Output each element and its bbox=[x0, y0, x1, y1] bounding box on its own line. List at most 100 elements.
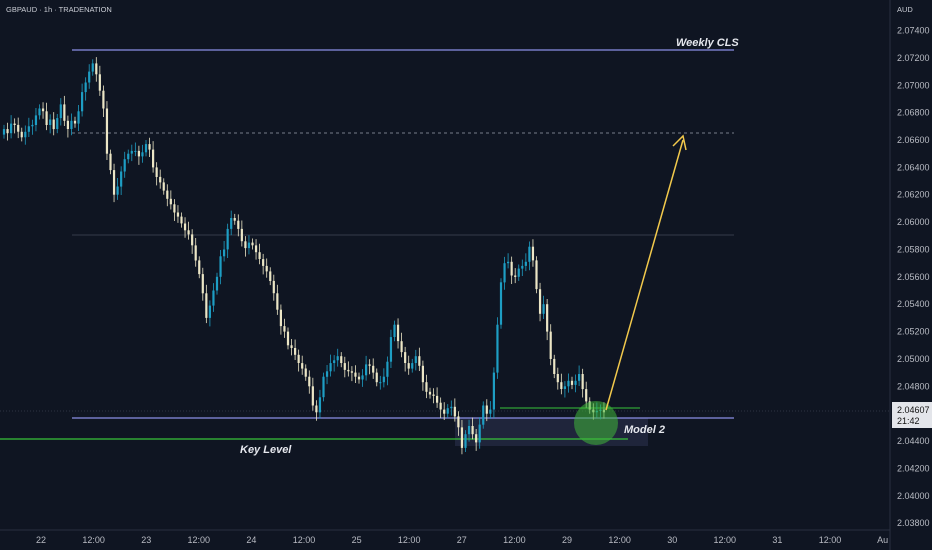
arrow-head-icon bbox=[672, 134, 687, 151]
candle-bull bbox=[393, 324, 396, 337]
candle-bear bbox=[105, 108, 109, 154]
candle-bull bbox=[496, 324, 499, 373]
time-tick-label: 12:00 bbox=[398, 535, 421, 545]
candle-bull bbox=[215, 276, 219, 291]
candle-bear bbox=[63, 104, 66, 121]
candle-bear bbox=[155, 167, 158, 177]
candle-bear bbox=[237, 220, 240, 229]
candle-bear bbox=[404, 352, 407, 363]
candle-bull bbox=[578, 374, 581, 381]
candle-bull bbox=[2, 129, 6, 135]
candle-bull bbox=[223, 249, 226, 257]
candle-bull bbox=[226, 228, 229, 250]
time-tick-label: 25 bbox=[352, 535, 362, 545]
candle-bull bbox=[524, 261, 527, 266]
candle-bear bbox=[436, 395, 439, 403]
candle-bull bbox=[386, 361, 389, 377]
time-tick-label: 12:00 bbox=[714, 535, 737, 545]
candle-bear bbox=[258, 252, 261, 259]
price-tick-label: 2.05400 bbox=[897, 299, 930, 309]
candle-bear bbox=[286, 331, 290, 346]
candle-bull bbox=[127, 153, 130, 160]
key-level-label: Key Level bbox=[240, 444, 292, 456]
candle-bull bbox=[365, 364, 368, 376]
candle-bull bbox=[411, 363, 414, 369]
candle-bull bbox=[521, 265, 524, 269]
candle-bull bbox=[528, 246, 531, 262]
candle-bull bbox=[336, 356, 339, 361]
candle-bull bbox=[134, 150, 137, 152]
price-tick-label: 2.06400 bbox=[897, 162, 930, 172]
candle-bear bbox=[453, 406, 456, 417]
candle-bull bbox=[27, 126, 30, 132]
candle-bear bbox=[112, 170, 116, 195]
candle-bear bbox=[148, 144, 151, 150]
candle-bear bbox=[283, 326, 286, 332]
candle-bear bbox=[475, 434, 478, 443]
price-tick-label: 2.05800 bbox=[897, 245, 930, 255]
candle-bear bbox=[20, 131, 23, 138]
candle-bear bbox=[240, 228, 243, 242]
time-tick-label: 31 bbox=[772, 535, 782, 545]
candle-bear bbox=[357, 376, 361, 380]
candle-bear bbox=[191, 234, 194, 246]
candle-bear bbox=[152, 149, 155, 168]
projection-arrow[interactable] bbox=[605, 139, 684, 411]
time-axis[interactable]: 22 12:00 23 12:00 24 12:00 25 12:00 27 12:00 29 12:… bbox=[36, 535, 888, 545]
currency-label: AUD bbox=[897, 5, 913, 14]
candle-bear bbox=[340, 356, 343, 363]
candle-bull bbox=[56, 118, 59, 129]
model-label: Model 2 bbox=[624, 424, 665, 436]
countdown-value: 21:42 bbox=[897, 416, 920, 426]
candle-bull bbox=[88, 71, 91, 83]
candle-bear bbox=[109, 153, 112, 171]
time-tick-label: 29 bbox=[562, 535, 572, 545]
candle-bear bbox=[180, 216, 183, 224]
candle-bear bbox=[485, 405, 488, 414]
candle-bull bbox=[503, 263, 506, 283]
candle-bull bbox=[230, 218, 233, 229]
candle-bull bbox=[450, 406, 453, 409]
candle-bear bbox=[418, 356, 421, 366]
candles-group bbox=[2, 57, 606, 455]
candle-bull bbox=[414, 356, 417, 363]
candle-bear bbox=[368, 364, 371, 366]
candle-bull bbox=[10, 123, 13, 134]
candle-bear bbox=[535, 260, 538, 290]
candle-bull bbox=[492, 372, 495, 410]
candle-bear bbox=[546, 304, 549, 332]
candle-bull bbox=[489, 409, 492, 414]
candle-bear bbox=[173, 204, 176, 213]
candle-bull bbox=[329, 363, 332, 372]
price-tick-label: 2.04400 bbox=[897, 436, 930, 446]
candle-bear bbox=[347, 369, 350, 372]
candle-bull bbox=[542, 304, 545, 314]
price-tick-label: 2.06800 bbox=[897, 108, 930, 118]
candle-bear bbox=[425, 382, 428, 392]
candle-bear bbox=[471, 426, 474, 435]
candle-bull bbox=[507, 261, 510, 264]
entry-highlight-circle[interactable] bbox=[574, 401, 618, 445]
candle-bull bbox=[247, 242, 251, 249]
candle-bull bbox=[219, 256, 222, 277]
candle-bear bbox=[407, 363, 410, 369]
candle-bull bbox=[322, 376, 325, 398]
candle-bear bbox=[581, 374, 584, 390]
candle-bull bbox=[333, 360, 336, 363]
candle-bear bbox=[279, 309, 282, 327]
candle-bear bbox=[396, 324, 400, 342]
price-axis[interactable]: 2.07400 2.07200 2.07000 2.06800 2.06600 2.064… bbox=[897, 26, 930, 529]
current-price-tag bbox=[892, 402, 932, 428]
candle-bear bbox=[98, 74, 101, 91]
candle-bear bbox=[187, 230, 190, 235]
candle-bull bbox=[478, 424, 481, 443]
candle-bear bbox=[375, 372, 378, 383]
candle-bear bbox=[205, 293, 208, 318]
candle-bull bbox=[24, 131, 27, 138]
candle-bear bbox=[514, 275, 517, 277]
candle-bear bbox=[137, 150, 140, 157]
price-tick-label: 2.06600 bbox=[897, 135, 930, 145]
candle-bull bbox=[361, 375, 364, 380]
